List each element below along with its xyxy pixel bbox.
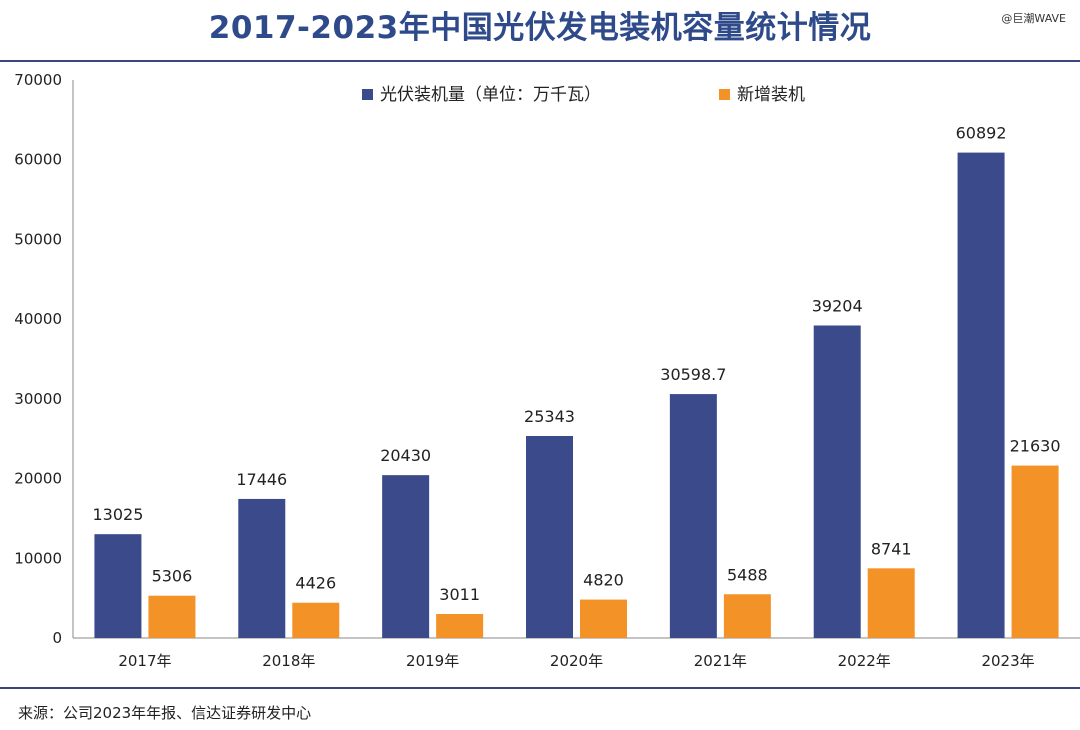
title-divider: [0, 60, 1080, 62]
data-label: 4426: [295, 574, 336, 593]
data-label: 60892: [956, 124, 1007, 143]
data-label: 25343: [524, 407, 575, 426]
data-label: 5488: [727, 565, 768, 584]
x-tick-label: 2020年: [550, 652, 603, 670]
x-tick-label: 2022年: [838, 652, 891, 670]
data-label: 39204: [812, 296, 863, 315]
legend-label: 光伏装机量（单位：万千瓦）: [380, 85, 601, 105]
bar-new-installed: [723, 594, 771, 638]
x-tick-label: 2017年: [118, 652, 171, 670]
bar-installed: [813, 325, 861, 638]
y-tick-label: 50000: [14, 230, 62, 248]
bar-new-installed: [436, 613, 484, 638]
legend-swatch: [362, 89, 373, 100]
bar-installed: [957, 152, 1005, 639]
legend-label: 新增装机: [737, 85, 805, 105]
source-note: 来源：公司2023年年报、信达证券研发中心: [18, 704, 312, 722]
data-label: 17446: [236, 470, 287, 489]
bar-installed: [382, 475, 430, 638]
y-tick-label: 60000: [14, 151, 62, 169]
bar-new-installed: [148, 595, 196, 638]
y-tick-label: 70000: [14, 71, 62, 89]
watermark: @巨潮WAVE: [1001, 12, 1066, 25]
y-tick-label: 20000: [14, 470, 62, 488]
bar-new-installed: [292, 602, 340, 638]
chart-title: 2017-2023年中国光伏发电装机容量统计情况: [208, 10, 872, 46]
data-label: 3011: [439, 585, 480, 604]
y-tick-label: 0: [52, 629, 62, 647]
y-tick-label: 10000: [14, 549, 62, 567]
data-label: 21630: [1010, 437, 1061, 456]
bar-new-installed: [867, 568, 915, 638]
bar-installed: [94, 534, 142, 638]
bar-chart: 0 10000 20000 30000 40000 50000 60000 70000 1302…: [14, 71, 1080, 670]
bar-new-installed: [1011, 465, 1059, 638]
bar-installed: [238, 498, 286, 638]
bar-installed: [669, 394, 717, 638]
x-tick-label: 2023年: [981, 652, 1034, 670]
data-label: 20430: [380, 446, 431, 465]
y-tick-label: 40000: [14, 310, 62, 328]
data-label: 4820: [583, 571, 624, 590]
x-tick-label: 2019年: [406, 652, 459, 670]
data-label: 5306: [152, 567, 193, 586]
legend-swatch: [719, 89, 730, 100]
data-label: 8741: [871, 539, 912, 558]
footer-divider: [0, 687, 1080, 689]
x-tick-label: 2018年: [262, 652, 315, 670]
data-label: 13025: [92, 505, 143, 524]
data-label: 30598.7: [660, 365, 726, 384]
bar-installed: [526, 435, 573, 638]
x-tick-label: 2021年: [694, 652, 747, 670]
y-tick-label: 30000: [14, 390, 62, 408]
bar-new-installed: [580, 599, 627, 638]
